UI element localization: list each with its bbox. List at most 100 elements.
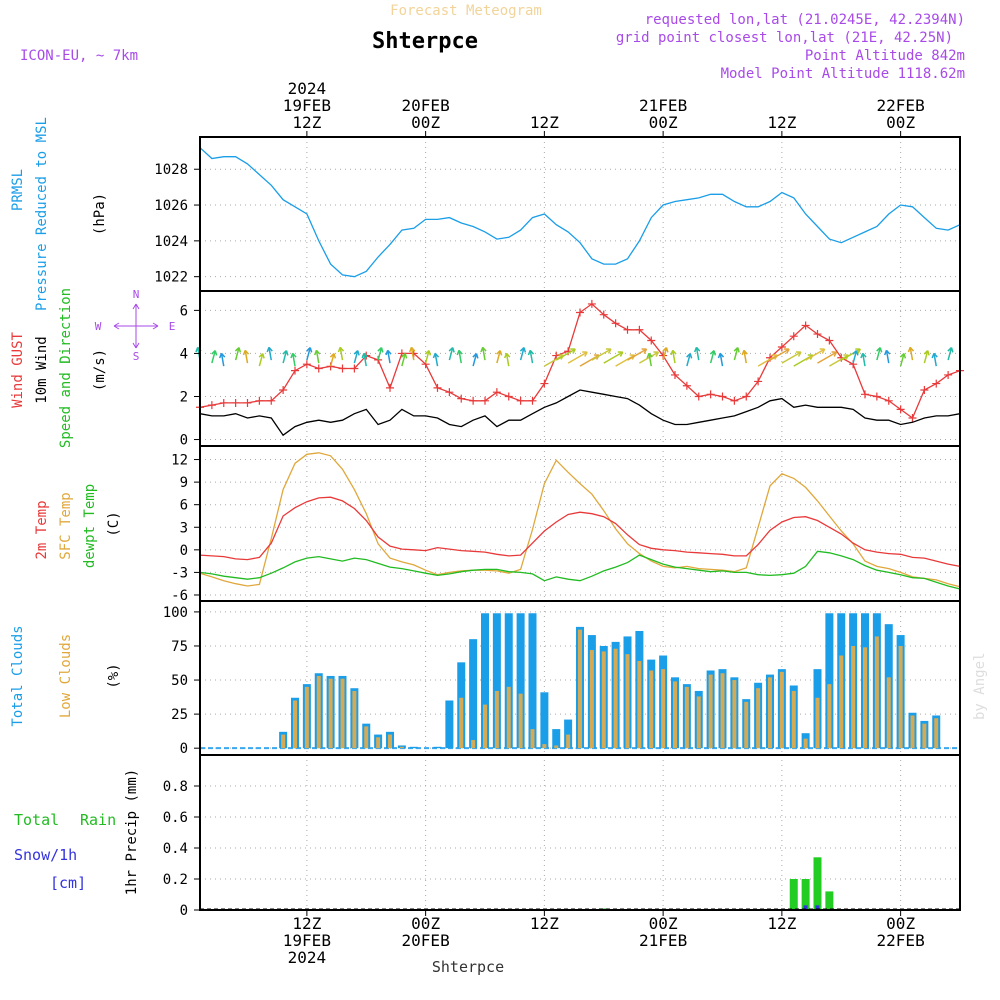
low-cloud-bar — [934, 718, 939, 749]
wind-arrow — [769, 348, 790, 361]
wind-gust-point — [706, 390, 715, 399]
wind-arrow-head — [527, 349, 535, 356]
wind-arrow — [244, 350, 249, 364]
time-label-top: 00Z — [411, 113, 440, 132]
wind-arrow-head — [282, 350, 289, 356]
rain-bar — [825, 891, 834, 910]
low-cloud-bar — [388, 734, 392, 749]
wind-gust-point — [433, 383, 442, 392]
low-cloud-bar — [851, 645, 856, 749]
wind-gust-point — [861, 390, 869, 399]
low-cloud-bar — [613, 648, 618, 749]
wind-arrow — [482, 347, 486, 361]
wind-gust-point — [682, 381, 691, 390]
cloud-unit: (%) — [106, 663, 122, 688]
wind-arrow-head — [218, 352, 226, 359]
low-cloud-bar — [661, 669, 666, 749]
time-label-bottom: 00Z — [649, 914, 678, 933]
wind-gust-point — [207, 401, 216, 410]
wind-gust-point — [492, 388, 501, 397]
wind-arrow-head — [353, 350, 360, 356]
wind-arrow — [353, 350, 359, 364]
grid-layer — [200, 137, 960, 911]
pressure-label: Pressure Reduced to MSL — [34, 117, 50, 311]
wind-arrow — [627, 348, 647, 361]
low-cloud-bar — [696, 696, 701, 749]
wind-arrow — [686, 353, 691, 367]
precip-label-snow: Snow/1h — [14, 846, 77, 864]
grid-coords: grid point closest lon,lat (21E, 42.25N) — [616, 30, 953, 46]
wind-gust-point — [742, 392, 751, 401]
wind-arrow — [555, 348, 576, 361]
wind-arrow-head — [617, 351, 624, 357]
wind-arrow-head — [377, 347, 384, 353]
wind-gust-point — [730, 396, 739, 405]
total-cloud-bar — [564, 719, 573, 749]
wind-gust-point — [694, 392, 703, 401]
ytick-label-precip: 0.2 — [163, 872, 188, 888]
wind-arrow — [410, 347, 415, 361]
wind-gust-point — [944, 370, 953, 379]
wind-arrow — [472, 353, 478, 367]
wind-arrow-head — [313, 349, 321, 356]
time-label-bottom: 22FEB — [877, 931, 925, 950]
ytick-label-temp: -6 — [171, 588, 188, 604]
low-cloud-bar — [922, 723, 927, 749]
ytick-label-temp: 3 — [180, 520, 188, 536]
wind-gust-line — [199, 303, 961, 420]
wind-gust-point — [587, 299, 596, 308]
wind-gust-point — [801, 321, 810, 330]
wind-gust-point — [576, 308, 584, 317]
compass-s: S — [133, 350, 140, 363]
wind-gust-point — [243, 398, 252, 407]
data-layer — [113, 147, 964, 910]
wind-arrow — [458, 350, 462, 364]
low-cloud-bar — [839, 655, 844, 749]
wind-gust-point — [255, 396, 264, 405]
point-altitude: Point Altitude 842m — [805, 48, 965, 64]
panel-frame-precip — [199, 754, 961, 911]
wind-arrow-head — [329, 353, 337, 359]
requested-coords: requested lon,lat (21.0245E, 42.2394N) — [645, 12, 965, 28]
total-cloud-bar — [504, 613, 513, 749]
total-cloud-bar — [433, 746, 442, 749]
low-cloud-bar — [720, 673, 725, 749]
wind-gust-point — [896, 405, 905, 414]
low-cloud-bar — [898, 645, 903, 749]
precip-ylabel: 1hr Precip (mm) — [124, 769, 140, 895]
dewpt-line — [199, 550, 961, 590]
time-label-top: 22FEB — [877, 96, 925, 115]
wind-arrow — [220, 353, 225, 367]
time-label-top: 00Z — [886, 113, 915, 132]
pressure-line — [199, 147, 961, 278]
low-cloud-bar — [779, 671, 784, 749]
low-cloud-bar — [483, 704, 487, 749]
ytick-label-precip: 0.6 — [163, 810, 188, 826]
ytick-label-precip: 0.4 — [163, 841, 188, 857]
ytick-label-precip: 0 — [180, 903, 188, 919]
wind-arrow-head — [496, 350, 503, 356]
low-cloud-bar — [756, 688, 761, 749]
low-cloud-bar — [352, 690, 357, 749]
wind-arrow — [591, 348, 612, 361]
wind-arrow-head — [819, 348, 826, 354]
time-label-bottom: 12Z — [292, 914, 321, 933]
low-cloud-bar — [566, 734, 571, 749]
sfc-temp-line — [199, 452, 961, 588]
time-label-bottom: 2024 — [288, 948, 327, 967]
ytick-label-wind: 0 — [180, 433, 188, 449]
low-cloud-bar — [910, 715, 915, 749]
wind-arrow-head — [480, 346, 487, 353]
total-cloud-bar — [481, 613, 489, 749]
wind-arrow — [933, 353, 937, 367]
wind-gust-point — [825, 336, 834, 345]
wind-gust-point — [920, 386, 929, 395]
wind-arrow-head — [831, 351, 838, 357]
low-cloud-bar — [316, 675, 321, 749]
time-label-top: 21FEB — [639, 96, 687, 115]
ytick-label-pressure: 1026 — [154, 198, 188, 214]
wind-arrow-head — [709, 350, 717, 356]
wind-arrow-head — [503, 352, 511, 359]
t2m-line — [199, 496, 961, 568]
ytick-label-temp: -3 — [171, 565, 188, 581]
